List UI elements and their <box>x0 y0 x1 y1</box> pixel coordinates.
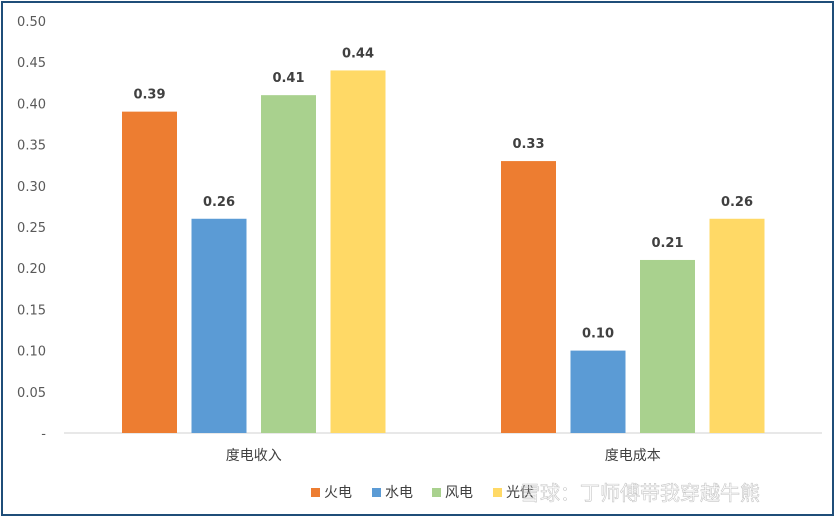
watermark: 雪球：丁师傅带我穿越牛熊 <box>520 481 760 505</box>
data-label: 0.21 <box>651 236 683 251</box>
y-tick-label: 0.10 <box>17 345 46 360</box>
legend-swatch <box>311 488 320 497</box>
legend-swatch <box>493 488 502 497</box>
bar <box>330 70 386 433</box>
y-tick-label: 0.35 <box>17 139 46 154</box>
data-label: 0.26 <box>721 195 753 210</box>
data-label: 0.33 <box>512 137 544 152</box>
legend-swatch <box>372 488 381 497</box>
legend-label: 火电 <box>324 485 352 501</box>
bar <box>191 218 247 433</box>
x-category-label: 度电收入 <box>226 448 282 464</box>
bar <box>570 350 626 433</box>
legend-label: 风电 <box>445 485 473 501</box>
y-tick-label: 0.20 <box>17 262 46 277</box>
data-label: 0.44 <box>342 46 374 61</box>
data-label: 0.10 <box>582 327 614 342</box>
data-label: 0.26 <box>203 195 235 210</box>
bar <box>501 161 556 433</box>
y-axis-ticks: - 0.05 0.10 0.15 0.20 0.25 0.30 0.35 0.40 0.45 0.5… <box>17 15 46 442</box>
y-tick-label: 0.05 <box>17 386 46 401</box>
bar <box>122 111 177 433</box>
data-label: 0.41 <box>272 71 304 86</box>
y-tick-label: - <box>41 427 46 442</box>
y-tick-label: 0.40 <box>17 97 46 112</box>
legend-swatch <box>432 488 441 497</box>
legend-label: 水电 <box>385 485 413 501</box>
y-tick-label: 0.45 <box>17 56 46 71</box>
x-axis-categories: 度电收入 度电成本 <box>226 448 661 464</box>
y-tick-label: 0.25 <box>17 221 46 236</box>
bar <box>261 95 316 433</box>
legend-label: 光伏 <box>506 485 534 501</box>
legend: 火电 水电 风电 光伏 <box>311 485 534 501</box>
x-category-label: 度电成本 <box>605 448 661 464</box>
y-tick-label: 0.15 <box>17 303 46 318</box>
bar <box>640 259 695 433</box>
bar <box>709 218 765 433</box>
data-label: 0.39 <box>133 88 165 103</box>
bar-series <box>122 70 765 433</box>
y-tick-label: 0.30 <box>17 180 46 195</box>
y-tick-label: 0.50 <box>17 15 46 30</box>
data-labels: 0.39 0.26 0.41 0.44 0.33 0.10 0.21 0.26 <box>133 46 753 341</box>
